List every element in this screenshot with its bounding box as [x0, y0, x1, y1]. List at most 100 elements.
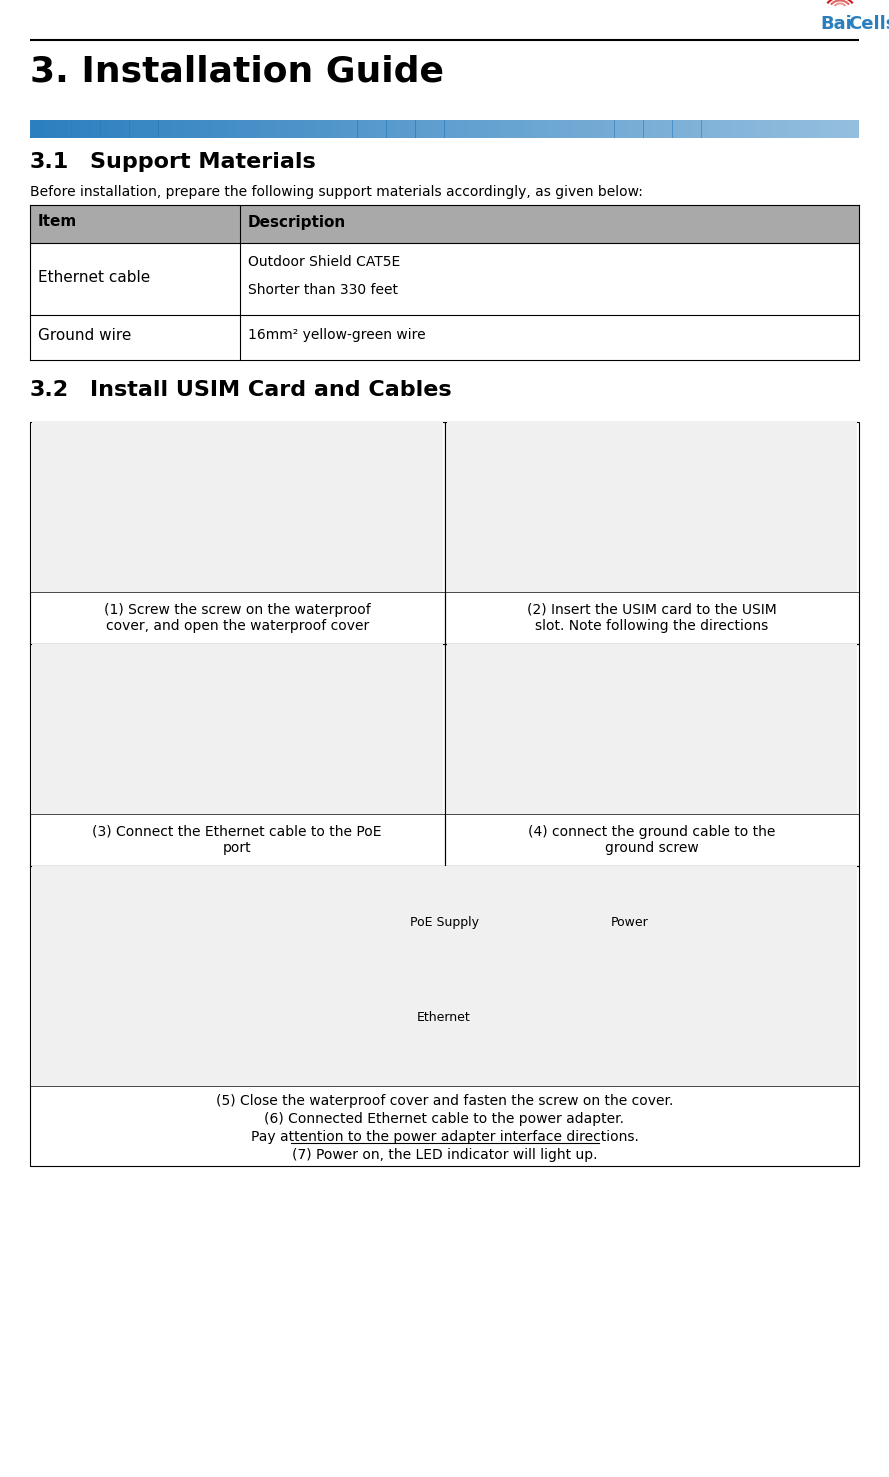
Bar [664, 120, 669, 137]
Bar [846, 120, 851, 137]
Bar [672, 120, 677, 137]
Bar [639, 120, 644, 137]
Bar [121, 120, 125, 137]
Bar [743, 120, 747, 137]
Bar [80, 120, 84, 137]
Text: Pay attention to the power adapter interface directions.: Pay attention to the power adapter inter… [251, 1130, 638, 1145]
Bar [598, 120, 602, 137]
Bar [577, 120, 581, 137]
Bar [320, 120, 324, 137]
Text: 3.2: 3.2 [30, 380, 69, 400]
Bar [395, 120, 399, 137]
Bar [262, 120, 267, 137]
Bar [337, 120, 340, 137]
Bar [43, 120, 46, 137]
Bar [150, 120, 155, 137]
Text: (1) Screw the screw on the waterproof
cover, and open the waterproof cover: (1) Screw the screw on the waterproof co… [104, 603, 371, 634]
Bar [784, 120, 789, 137]
Bar [569, 120, 573, 137]
Bar [805, 120, 809, 137]
Bar [444, 644, 859, 866]
Bar [635, 120, 639, 137]
Text: (2) Insert the USIM card to the USIM
slot. Note following the directions: (2) Insert the USIM card to the USIM slo… [527, 603, 777, 634]
Bar [88, 120, 92, 137]
Bar [117, 120, 121, 137]
Bar [614, 120, 619, 137]
Bar [303, 120, 308, 137]
Text: (4) connect the ground cable to the
ground screw: (4) connect the ground cable to the grou… [528, 824, 775, 855]
Bar [84, 120, 88, 137]
Bar [734, 120, 739, 137]
Bar [30, 120, 34, 137]
Bar [403, 120, 407, 137]
Text: 3. Installation Guide: 3. Installation Guide [30, 55, 444, 89]
Bar [374, 120, 378, 137]
Text: (6) Connected Ethernet cable to the power adapter.: (6) Connected Ethernet cable to the powe… [265, 1112, 624, 1125]
Bar [565, 120, 569, 137]
Bar [180, 120, 183, 137]
Bar [146, 120, 150, 137]
Bar [602, 120, 606, 137]
Text: Description: Description [248, 214, 346, 229]
Bar [76, 120, 80, 137]
Bar [130, 120, 133, 137]
Bar [747, 120, 751, 137]
Bar [32, 866, 857, 1086]
Bar [212, 120, 217, 137]
Bar [677, 120, 681, 137]
Bar [622, 120, 627, 137]
Bar [254, 120, 258, 137]
Bar [32, 422, 443, 592]
Bar [133, 120, 138, 137]
Bar [399, 120, 403, 137]
Bar [499, 120, 502, 137]
Bar [30, 644, 444, 866]
Bar [465, 120, 469, 137]
Bar [96, 120, 100, 137]
Bar [233, 120, 237, 137]
Text: PoE Supply: PoE Supply [410, 916, 478, 929]
Text: Before installation, prepare the following support materials accordingly, as giv: Before installation, prepare the followi… [30, 185, 643, 199]
Bar [781, 120, 784, 137]
Bar [855, 120, 859, 137]
Bar [681, 120, 685, 137]
Bar [357, 120, 362, 137]
Bar [826, 120, 830, 137]
Bar [469, 120, 474, 137]
Bar [793, 120, 797, 137]
Bar [51, 120, 55, 137]
Bar [594, 120, 598, 137]
Bar [225, 120, 229, 137]
Bar [697, 120, 701, 137]
Bar [167, 120, 171, 137]
Bar [349, 120, 353, 137]
Bar [557, 120, 561, 137]
Bar [436, 120, 440, 137]
Bar [519, 120, 524, 137]
Bar [378, 120, 382, 137]
Bar [722, 120, 726, 137]
Bar [412, 120, 415, 137]
Bar [714, 120, 718, 137]
Text: Outdoor Shield CAT5E: Outdoor Shield CAT5E [248, 256, 400, 269]
Bar [834, 120, 838, 137]
Bar [324, 120, 329, 137]
Bar [237, 120, 242, 137]
Bar [731, 120, 734, 137]
Bar [155, 120, 158, 137]
Bar [739, 120, 743, 137]
Bar [407, 120, 412, 137]
Bar [345, 120, 349, 137]
Bar [797, 120, 801, 137]
Bar [113, 120, 117, 137]
Bar [68, 120, 71, 137]
Bar [453, 120, 457, 137]
Bar [701, 120, 706, 137]
Bar [158, 120, 163, 137]
Text: (3) Connect the Ethernet cable to the PoE
port: (3) Connect the Ethernet cable to the Po… [92, 824, 382, 855]
Bar [552, 120, 557, 137]
Bar [125, 120, 130, 137]
Bar [171, 120, 175, 137]
Bar [424, 120, 428, 137]
Bar [606, 120, 611, 137]
